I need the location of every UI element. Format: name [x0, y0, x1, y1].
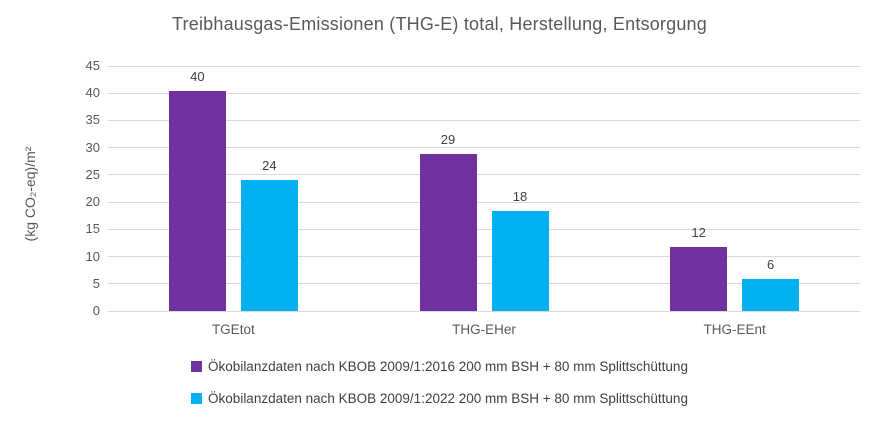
y-tick-label: 5: [92, 275, 100, 291]
gridline-y-0: [108, 310, 860, 312]
y-tick-label: 30: [85, 139, 100, 155]
legend-swatch-icon: [191, 361, 203, 372]
gridline-y-40: [108, 92, 860, 94]
bar-value-label: 12: [691, 225, 706, 241]
bar-value-label: 18: [512, 189, 528, 205]
y-tick-label: 40: [85, 85, 100, 101]
y-tick-label: 45: [85, 58, 100, 73]
bar-series1-THG-EEnt: [670, 247, 728, 311]
y-tick-label: 10: [85, 248, 100, 264]
bar-value-label: 40: [190, 68, 205, 84]
legend-label: Ökobilanzdaten nach KBOB 2009/1:2022 200…: [208, 391, 688, 406]
bar-series2-THG-EEnt: [742, 278, 800, 311]
y-axis-title: (kg CO₂-eq)/m²: [22, 146, 38, 242]
y-tick-label: 35: [85, 112, 100, 128]
legend-swatch-icon: [191, 393, 203, 404]
gridline-y-30: [108, 147, 860, 149]
y-tick-label: 0: [92, 303, 100, 318]
bar-series1-THG-EHer: [419, 153, 477, 311]
x-category-label-THG-EEnt: THG-EEnt: [703, 322, 766, 337]
bar-series2-THG-EHer: [491, 211, 549, 311]
bar-value-label: 6: [767, 256, 775, 272]
bar-value-label: 24: [262, 157, 277, 173]
gridline-y-5: [108, 283, 860, 285]
x-category-label-TGEtot: TGEtot: [211, 322, 255, 337]
legend: Ökobilanzdaten nach KBOB 2009/1:2016 200…: [0, 359, 879, 406]
gridline-y-25: [108, 174, 860, 176]
gridline-y-15: [108, 228, 860, 230]
y-tick-label: 25: [85, 166, 100, 182]
y-tick-label: 15: [85, 221, 100, 237]
x-category-label-THG-EHer: THG-EHer: [452, 322, 516, 337]
y-tick-label: 20: [85, 194, 100, 210]
gridline-y-10: [108, 256, 860, 258]
legend-item-kbob-2016: Ökobilanzdaten nach KBOB 2009/1:2016 200…: [191, 359, 688, 374]
gridline-y-45: [108, 65, 860, 67]
legend-item-kbob-2022: Ökobilanzdaten nach KBOB 2009/1:2022 200…: [191, 391, 688, 406]
plot-area: 0 5 10 15 20 25 30 35 40 45 40 24 TGEtot 29 18 THG-EHer…: [86, 58, 860, 337]
gridline-y-35: [108, 119, 860, 121]
bar-value-label: 29: [440, 131, 456, 147]
legend-label: Ökobilanzdaten nach KBOB 2009/1:2016 200…: [208, 359, 688, 374]
bar-series1-TGEtot: [168, 90, 226, 311]
gridline-y-20: [108, 201, 860, 203]
chart-title: Treibhausgas-Emissionen (THG-E) total, H…: [172, 14, 707, 34]
bar-series2-TGEtot: [240, 179, 298, 311]
